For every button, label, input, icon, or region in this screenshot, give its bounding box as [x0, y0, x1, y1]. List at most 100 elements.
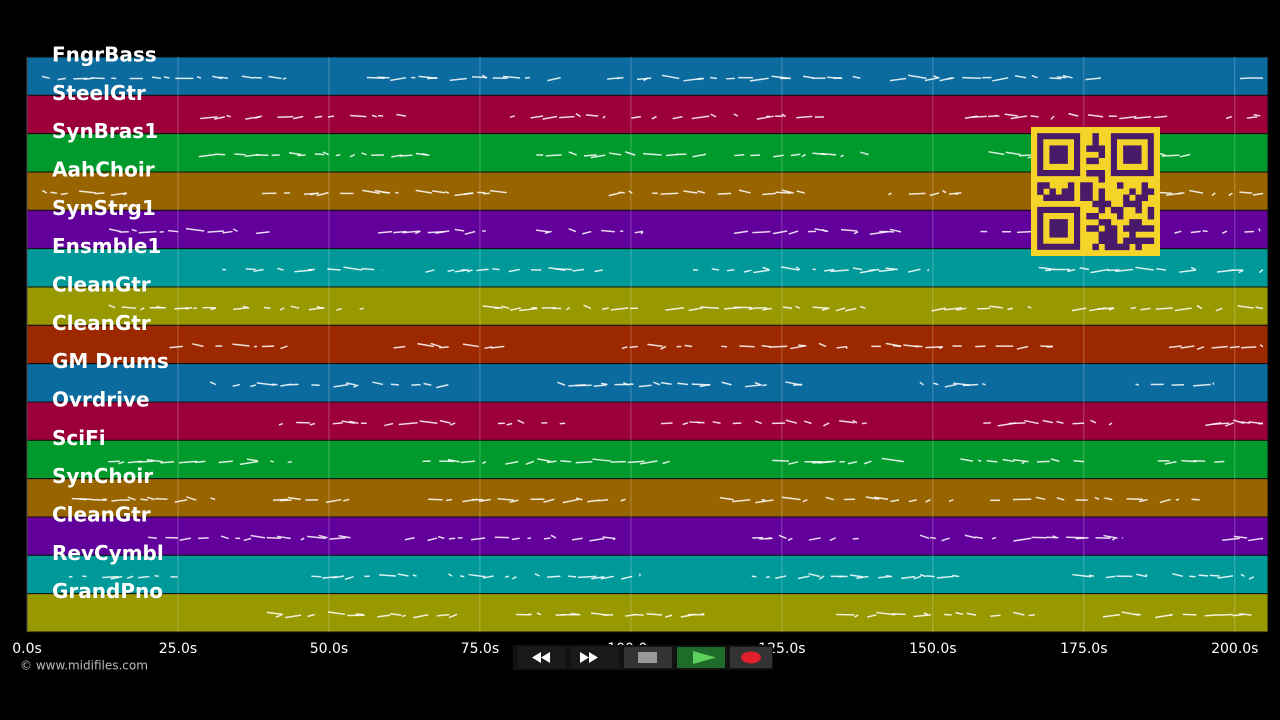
note	[1111, 537, 1116, 541]
note	[966, 612, 977, 616]
note	[593, 384, 607, 388]
note	[960, 458, 974, 462]
note	[1134, 115, 1152, 120]
qr-module	[1147, 237, 1155, 245]
note	[372, 381, 384, 386]
qr-module	[1043, 182, 1050, 189]
note	[444, 191, 450, 194]
note	[384, 422, 394, 427]
note	[361, 267, 375, 271]
note	[1108, 307, 1115, 311]
note	[478, 498, 491, 503]
note	[710, 76, 718, 80]
note	[620, 230, 624, 233]
note	[1126, 498, 1143, 501]
note	[1168, 345, 1182, 349]
note	[1196, 346, 1205, 351]
track-band	[26, 439, 1269, 480]
note	[271, 154, 280, 157]
note	[536, 612, 542, 616]
note	[108, 228, 121, 233]
note	[467, 269, 473, 273]
x-tick-label: 175.0s	[1060, 641, 1107, 657]
note	[748, 307, 757, 311]
note	[123, 192, 127, 196]
note	[287, 460, 293, 464]
note	[241, 75, 254, 79]
qr-module	[1104, 219, 1112, 226]
note	[431, 190, 446, 194]
note	[933, 382, 939, 386]
track-band	[26, 56, 1269, 96]
note	[359, 307, 364, 310]
record-button[interactable]	[730, 647, 772, 668]
note	[327, 611, 346, 616]
note	[282, 77, 287, 80]
note	[397, 573, 409, 577]
note	[781, 266, 800, 271]
qr-module	[1049, 194, 1056, 202]
note	[126, 575, 134, 579]
note	[1121, 536, 1124, 539]
note	[941, 537, 950, 542]
qr-module	[1110, 231, 1118, 238]
note	[660, 192, 679, 195]
qr-module	[1135, 219, 1142, 226]
note	[489, 189, 507, 194]
qr-module	[1104, 243, 1112, 251]
note	[1204, 614, 1221, 617]
track-band	[26, 554, 1269, 595]
note	[594, 269, 603, 273]
track-label: FngrBass	[52, 43, 157, 67]
note	[483, 192, 491, 195]
note	[316, 191, 329, 197]
note	[535, 229, 550, 233]
note	[785, 419, 797, 424]
note	[544, 230, 552, 235]
qr-module	[1098, 206, 1106, 214]
note	[435, 230, 450, 235]
note	[1174, 307, 1192, 312]
note	[1115, 268, 1134, 273]
note	[795, 305, 801, 309]
note	[1225, 115, 1232, 120]
note	[632, 613, 644, 616]
note	[753, 269, 770, 274]
note	[733, 230, 749, 235]
note	[137, 460, 154, 463]
qr-finder-core	[1123, 145, 1142, 164]
note	[1196, 304, 1203, 310]
note	[664, 614, 673, 619]
qr-module	[1098, 170, 1106, 177]
note	[717, 192, 731, 195]
play-button[interactable]	[677, 647, 725, 668]
note	[50, 191, 58, 194]
note	[345, 382, 357, 386]
qr-module	[1135, 225, 1142, 232]
note	[504, 575, 510, 578]
note	[1042, 419, 1054, 424]
note	[766, 576, 771, 579]
note	[1014, 75, 1027, 79]
note	[419, 420, 438, 425]
note	[232, 228, 238, 233]
fast-forward-button[interactable]	[571, 647, 619, 668]
note	[1258, 422, 1264, 425]
note	[1016, 345, 1029, 350]
qr-module	[1080, 182, 1087, 189]
note	[1177, 191, 1185, 195]
stop-button[interactable]	[624, 647, 672, 668]
note	[543, 537, 551, 540]
note	[726, 269, 735, 272]
note	[1013, 611, 1025, 616]
note	[335, 153, 341, 157]
note	[219, 76, 229, 79]
note	[840, 228, 858, 232]
note	[812, 306, 829, 309]
rewind-button[interactable]	[518, 647, 566, 668]
note	[820, 152, 837, 156]
note	[1138, 498, 1148, 503]
note	[232, 383, 241, 387]
note	[1239, 613, 1252, 616]
note	[415, 189, 432, 194]
